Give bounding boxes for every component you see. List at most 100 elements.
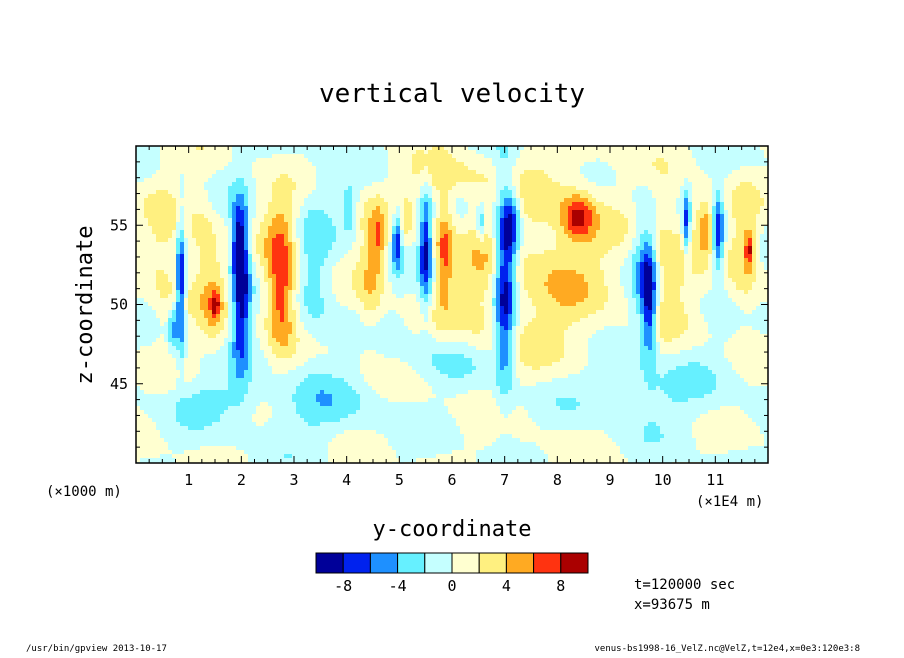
field-cell [504, 334, 508, 338]
field-cell [236, 202, 240, 206]
field-cell [156, 222, 160, 226]
field-cell [368, 290, 372, 294]
field-cell [732, 258, 736, 262]
field-cell [512, 250, 516, 254]
field-cell [240, 170, 244, 174]
field-cell [436, 290, 440, 294]
field-cell [540, 282, 544, 286]
field-cell [688, 210, 692, 214]
field-cell [556, 258, 560, 262]
field-cell [740, 270, 744, 274]
field-cell [216, 322, 220, 326]
field-cell [184, 242, 188, 246]
field-cell [632, 334, 636, 338]
field-cell [208, 230, 212, 234]
field-cell [312, 294, 316, 298]
field-cell [244, 218, 248, 222]
field-cell [592, 202, 596, 206]
field-cell [556, 246, 560, 250]
field-cell [324, 310, 328, 314]
field-cell [700, 154, 704, 158]
field-cell [608, 238, 612, 242]
field-cell [676, 262, 680, 266]
field-cell [208, 246, 212, 250]
field-cell [608, 234, 612, 238]
field-cell [304, 302, 308, 306]
field-cell [252, 214, 256, 218]
field-cell [200, 274, 204, 278]
field-cell [748, 222, 752, 226]
field-cell [336, 194, 340, 198]
field-cell [496, 298, 500, 302]
field-cell [716, 302, 720, 306]
field-cell [188, 290, 192, 294]
field-cell [556, 206, 560, 210]
field-cell [224, 310, 228, 314]
field-cell [320, 322, 324, 326]
field-cell [416, 226, 420, 230]
field-cell [372, 290, 376, 294]
field-cell [660, 158, 664, 162]
field-cell [532, 214, 536, 218]
field-cell [724, 158, 728, 162]
field-cell [524, 210, 528, 214]
field-cell [316, 242, 320, 246]
field-cell [680, 254, 684, 258]
field-cell [668, 250, 672, 254]
field-cell [704, 266, 708, 270]
field-cell [712, 258, 716, 262]
field-cell [352, 318, 356, 322]
field-cell [676, 202, 680, 206]
field-cell [524, 206, 528, 210]
field-cell [288, 270, 292, 274]
field-cell [512, 222, 516, 226]
field-cell [600, 210, 604, 214]
field-cell [468, 242, 472, 246]
field-cell [668, 246, 672, 250]
field-cell [516, 310, 520, 314]
field-cell [508, 242, 512, 246]
field-cell [548, 210, 552, 214]
field-cell [440, 202, 444, 206]
field-cell [268, 298, 272, 302]
field-cell [164, 330, 168, 334]
field-cell [248, 322, 252, 326]
field-cell [496, 178, 500, 182]
field-cell [404, 282, 408, 286]
field-cell [448, 278, 452, 282]
field-cell [392, 326, 396, 330]
field-cell [380, 322, 384, 326]
field-cell [548, 302, 552, 306]
field-cell [492, 158, 496, 162]
field-cell [244, 158, 248, 162]
field-cell [332, 250, 336, 254]
field-cell [508, 222, 512, 226]
field-cell [456, 278, 460, 282]
field-cell [568, 306, 572, 310]
field-cell [620, 282, 624, 286]
field-cell [432, 270, 436, 274]
field-cell [600, 302, 604, 306]
field-cell [136, 170, 140, 174]
field-cell [348, 162, 352, 166]
field-cell [448, 258, 452, 262]
field-cell [592, 226, 596, 230]
field-cell [164, 322, 168, 326]
field-cell [404, 258, 408, 262]
field-cell [152, 318, 156, 322]
field-cell [736, 270, 740, 274]
field-cell [588, 310, 592, 314]
field-cell [244, 298, 248, 302]
field-cell [600, 170, 604, 174]
field-cell [524, 286, 528, 290]
field-cell [648, 334, 652, 338]
field-cell [272, 270, 276, 274]
field-cell [508, 174, 512, 178]
field-cell [368, 238, 372, 242]
field-cell [248, 302, 252, 306]
field-cell [720, 174, 724, 178]
field-cell [420, 190, 424, 194]
field-cell [248, 262, 252, 266]
field-cell [640, 262, 644, 266]
field-cell [544, 194, 548, 198]
